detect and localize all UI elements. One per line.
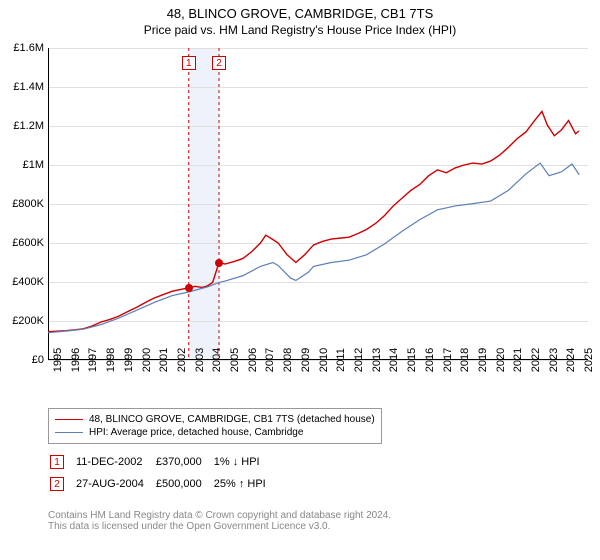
y-tick-label: £800K: [12, 198, 48, 210]
data-point-price: £370,000: [156, 452, 212, 472]
y-tick-label: £1.4M: [13, 81, 48, 93]
series-hpi: [48, 163, 579, 333]
chart-title: 48, BLINCO GROVE, CAMBRIDGE, CB1 7TS: [0, 0, 600, 21]
marker-label-1: 1: [182, 56, 196, 70]
y-tick-label: £1M: [23, 159, 48, 171]
legend-swatch: [55, 419, 83, 420]
data-point-delta: 25% ↑ HPI: [214, 474, 276, 494]
data-point-marker: 1: [50, 455, 64, 469]
data-point-row: 2 27-AUG-2004£500,00025% ↑ HPI: [50, 474, 276, 494]
data-point-row: 1 11-DEC-2002£370,0001% ↓ HPI: [50, 452, 276, 472]
footer-line-2: This data is licensed under the Open Gov…: [48, 521, 391, 532]
y-tick-label: £0: [32, 354, 48, 366]
series-dot: [185, 284, 193, 292]
chart-subtitle: Price paid vs. HM Land Registry's House …: [0, 21, 600, 37]
data-point-date: 27-AUG-2004: [76, 474, 154, 494]
legend-item: 48, BLINCO GROVE, CAMBRIDGE, CB1 7TS (de…: [55, 413, 375, 426]
legend-label: 48, BLINCO GROVE, CAMBRIDGE, CB1 7TS (de…: [89, 414, 375, 425]
y-tick-label: £200K: [12, 315, 48, 327]
series-dot: [215, 259, 223, 267]
data-point-price: £500,000: [156, 474, 212, 494]
legend-swatch: [55, 432, 83, 433]
marker-label-2: 2: [212, 56, 226, 70]
legend: 48, BLINCO GROVE, CAMBRIDGE, CB1 7TS (de…: [48, 408, 382, 444]
chart-svg: [48, 48, 588, 360]
data-point-marker: 2: [50, 477, 64, 491]
y-tick-label: £1.6M: [13, 42, 48, 54]
legend-item: HPI: Average price, detached house, Camb…: [55, 426, 375, 439]
legend-label: HPI: Average price, detached house, Camb…: [89, 427, 303, 438]
footer-line-1: Contains HM Land Registry data © Crown c…: [48, 510, 391, 521]
footer: Contains HM Land Registry data © Crown c…: [48, 510, 391, 532]
data-point-delta: 1% ↓ HPI: [214, 452, 276, 472]
series-price_paid: [48, 111, 579, 331]
data-point-date: 11-DEC-2002: [76, 452, 154, 472]
y-tick-label: £1.2M: [13, 120, 48, 132]
chart-area: £0£200K£400K£600K£800K£1M£1.2M£1.4M£1.6M…: [48, 48, 588, 360]
y-tick-label: £600K: [12, 237, 48, 249]
data-point-table: 1 11-DEC-2002£370,0001% ↓ HPI 2 27-AUG-2004…: [48, 450, 278, 496]
y-tick-label: £400K: [12, 276, 48, 288]
